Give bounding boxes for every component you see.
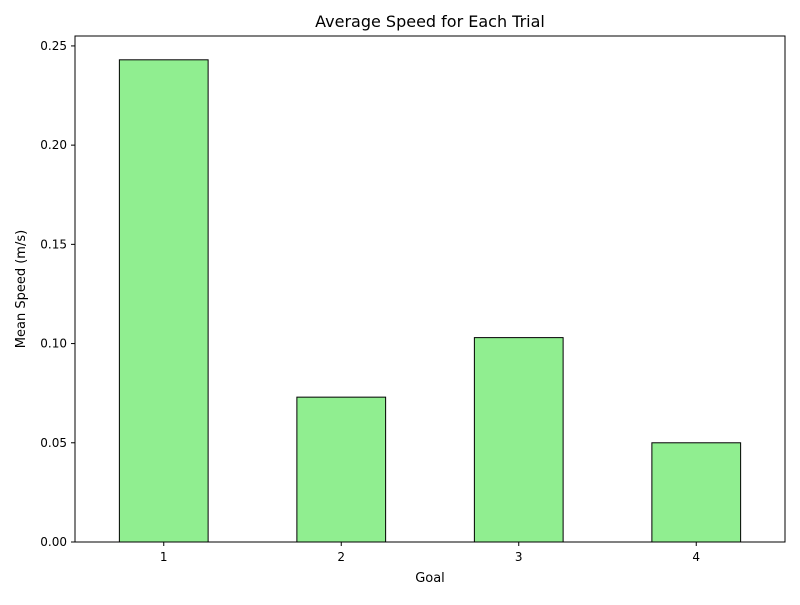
- plot-frame: [74, 35, 786, 543]
- chart-title: Average Speed for Each Trial: [315, 12, 545, 31]
- x-axis-ticks: 1 2 3 4: [160, 542, 700, 564]
- y-axis-ticks: 0.00 0.05 0.10 0.15 0.20 0.25: [40, 39, 75, 549]
- y-tick-label: 0.05: [40, 436, 67, 450]
- x-tick-label: 2: [337, 550, 345, 564]
- y-tick-label: 0.00: [40, 535, 67, 549]
- x-tick-label: 1: [160, 550, 168, 564]
- y-axis-label: Mean Speed (m/s): [14, 230, 29, 348]
- y-tick-label: 0.25: [40, 39, 67, 53]
- bars-group: [118, 59, 742, 543]
- bar-goal-3: [473, 337, 564, 543]
- bar-goal-1: [118, 59, 209, 543]
- y-tick-label: 0.15: [40, 237, 67, 251]
- bar-goal-2: [296, 396, 387, 543]
- y-tick-label: 0.10: [40, 337, 67, 351]
- x-tick-label: 3: [515, 550, 523, 564]
- x-axis-label: Goal: [415, 571, 445, 586]
- y-tick-label: 0.20: [40, 138, 67, 152]
- x-tick-label: 4: [692, 550, 700, 564]
- bar-goal-4: [651, 442, 742, 543]
